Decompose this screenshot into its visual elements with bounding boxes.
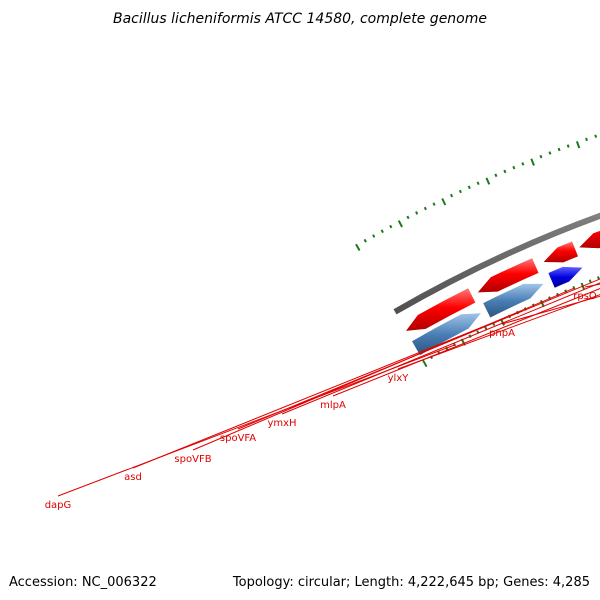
- gene-leader-line: [237, 278, 600, 430]
- minor-tick: [557, 147, 561, 152]
- minor-tick: [458, 189, 462, 194]
- minor-tick: [594, 134, 598, 138]
- map-title: Bacillus licheniformis ATCC 14580, compl…: [113, 11, 487, 27]
- gene-label: mlpA: [320, 400, 346, 411]
- minor-tick: [585, 137, 588, 142]
- minor-tick: [423, 206, 427, 211]
- gene-leader-line: [397, 294, 600, 370]
- forward-gene-arrow: [406, 288, 476, 331]
- minor-tick: [566, 144, 570, 148]
- major-tick: [397, 220, 403, 228]
- minor-tick: [588, 279, 592, 283]
- gene-label-leaders: [57, 278, 600, 497]
- reverse-strand-genes: [412, 266, 583, 356]
- minor-tick: [380, 229, 384, 234]
- gene-label: dapG: [45, 500, 72, 511]
- minor-tick: [596, 276, 600, 280]
- minor-tick: [548, 151, 552, 155]
- gene-leader-line: [501, 295, 600, 325]
- forward-gene-arrow: [579, 230, 600, 249]
- accession-label: Accession: NC_006322: [9, 575, 157, 590]
- topology-label: Topology: circular; Length: 4,222,645 bp…: [232, 575, 590, 590]
- minor-tick: [406, 215, 410, 220]
- minor-tick: [484, 326, 488, 330]
- gene-leader-line: [132, 310, 522, 469]
- minor-tick: [521, 162, 525, 166]
- gene-label: spoVFA: [220, 433, 256, 444]
- minor-tick: [415, 211, 419, 215]
- minor-tick: [467, 185, 471, 190]
- forward-strand-genes: [406, 230, 600, 331]
- minor-tick: [389, 224, 393, 229]
- minor-tick: [476, 181, 480, 186]
- gene-label-group: dapG asd spoVFB spoVFA ymxH mlpA ylxY pnpA rpsO: [45, 291, 597, 511]
- minor-tick: [363, 238, 367, 243]
- gene-leader-line: [281, 282, 600, 415]
- major-tick: [530, 158, 535, 166]
- major-tick: [355, 243, 361, 252]
- major-tick: [575, 140, 581, 149]
- gene-label: ymxH: [267, 418, 296, 429]
- minor-tick: [494, 173, 498, 178]
- gene-label: pnpA: [489, 328, 515, 339]
- reverse-gene-arrow: [483, 283, 544, 318]
- gene-label: asd: [124, 472, 142, 483]
- minor-tick: [539, 154, 543, 159]
- reverse-gene-arrow: [548, 266, 583, 288]
- gene-label: spoVFB: [174, 454, 211, 465]
- major-tick: [422, 359, 428, 368]
- minor-tick: [372, 234, 376, 238]
- minor-tick: [512, 165, 516, 170]
- gene-label: rpsO: [573, 291, 597, 302]
- forward-gene-arrow: [543, 241, 579, 263]
- major-tick: [441, 198, 447, 206]
- forward-gene-arrow: [477, 258, 539, 293]
- genome-backbone: [393, 212, 600, 315]
- minor-tick: [503, 169, 507, 174]
- gene-label: ylxY: [388, 373, 410, 384]
- minor-tick: [449, 193, 454, 198]
- reverse-gene-arrow: [412, 313, 481, 356]
- minor-tick: [432, 202, 436, 206]
- outer-tick-ruler: [355, 134, 598, 252]
- major-tick: [485, 177, 491, 185]
